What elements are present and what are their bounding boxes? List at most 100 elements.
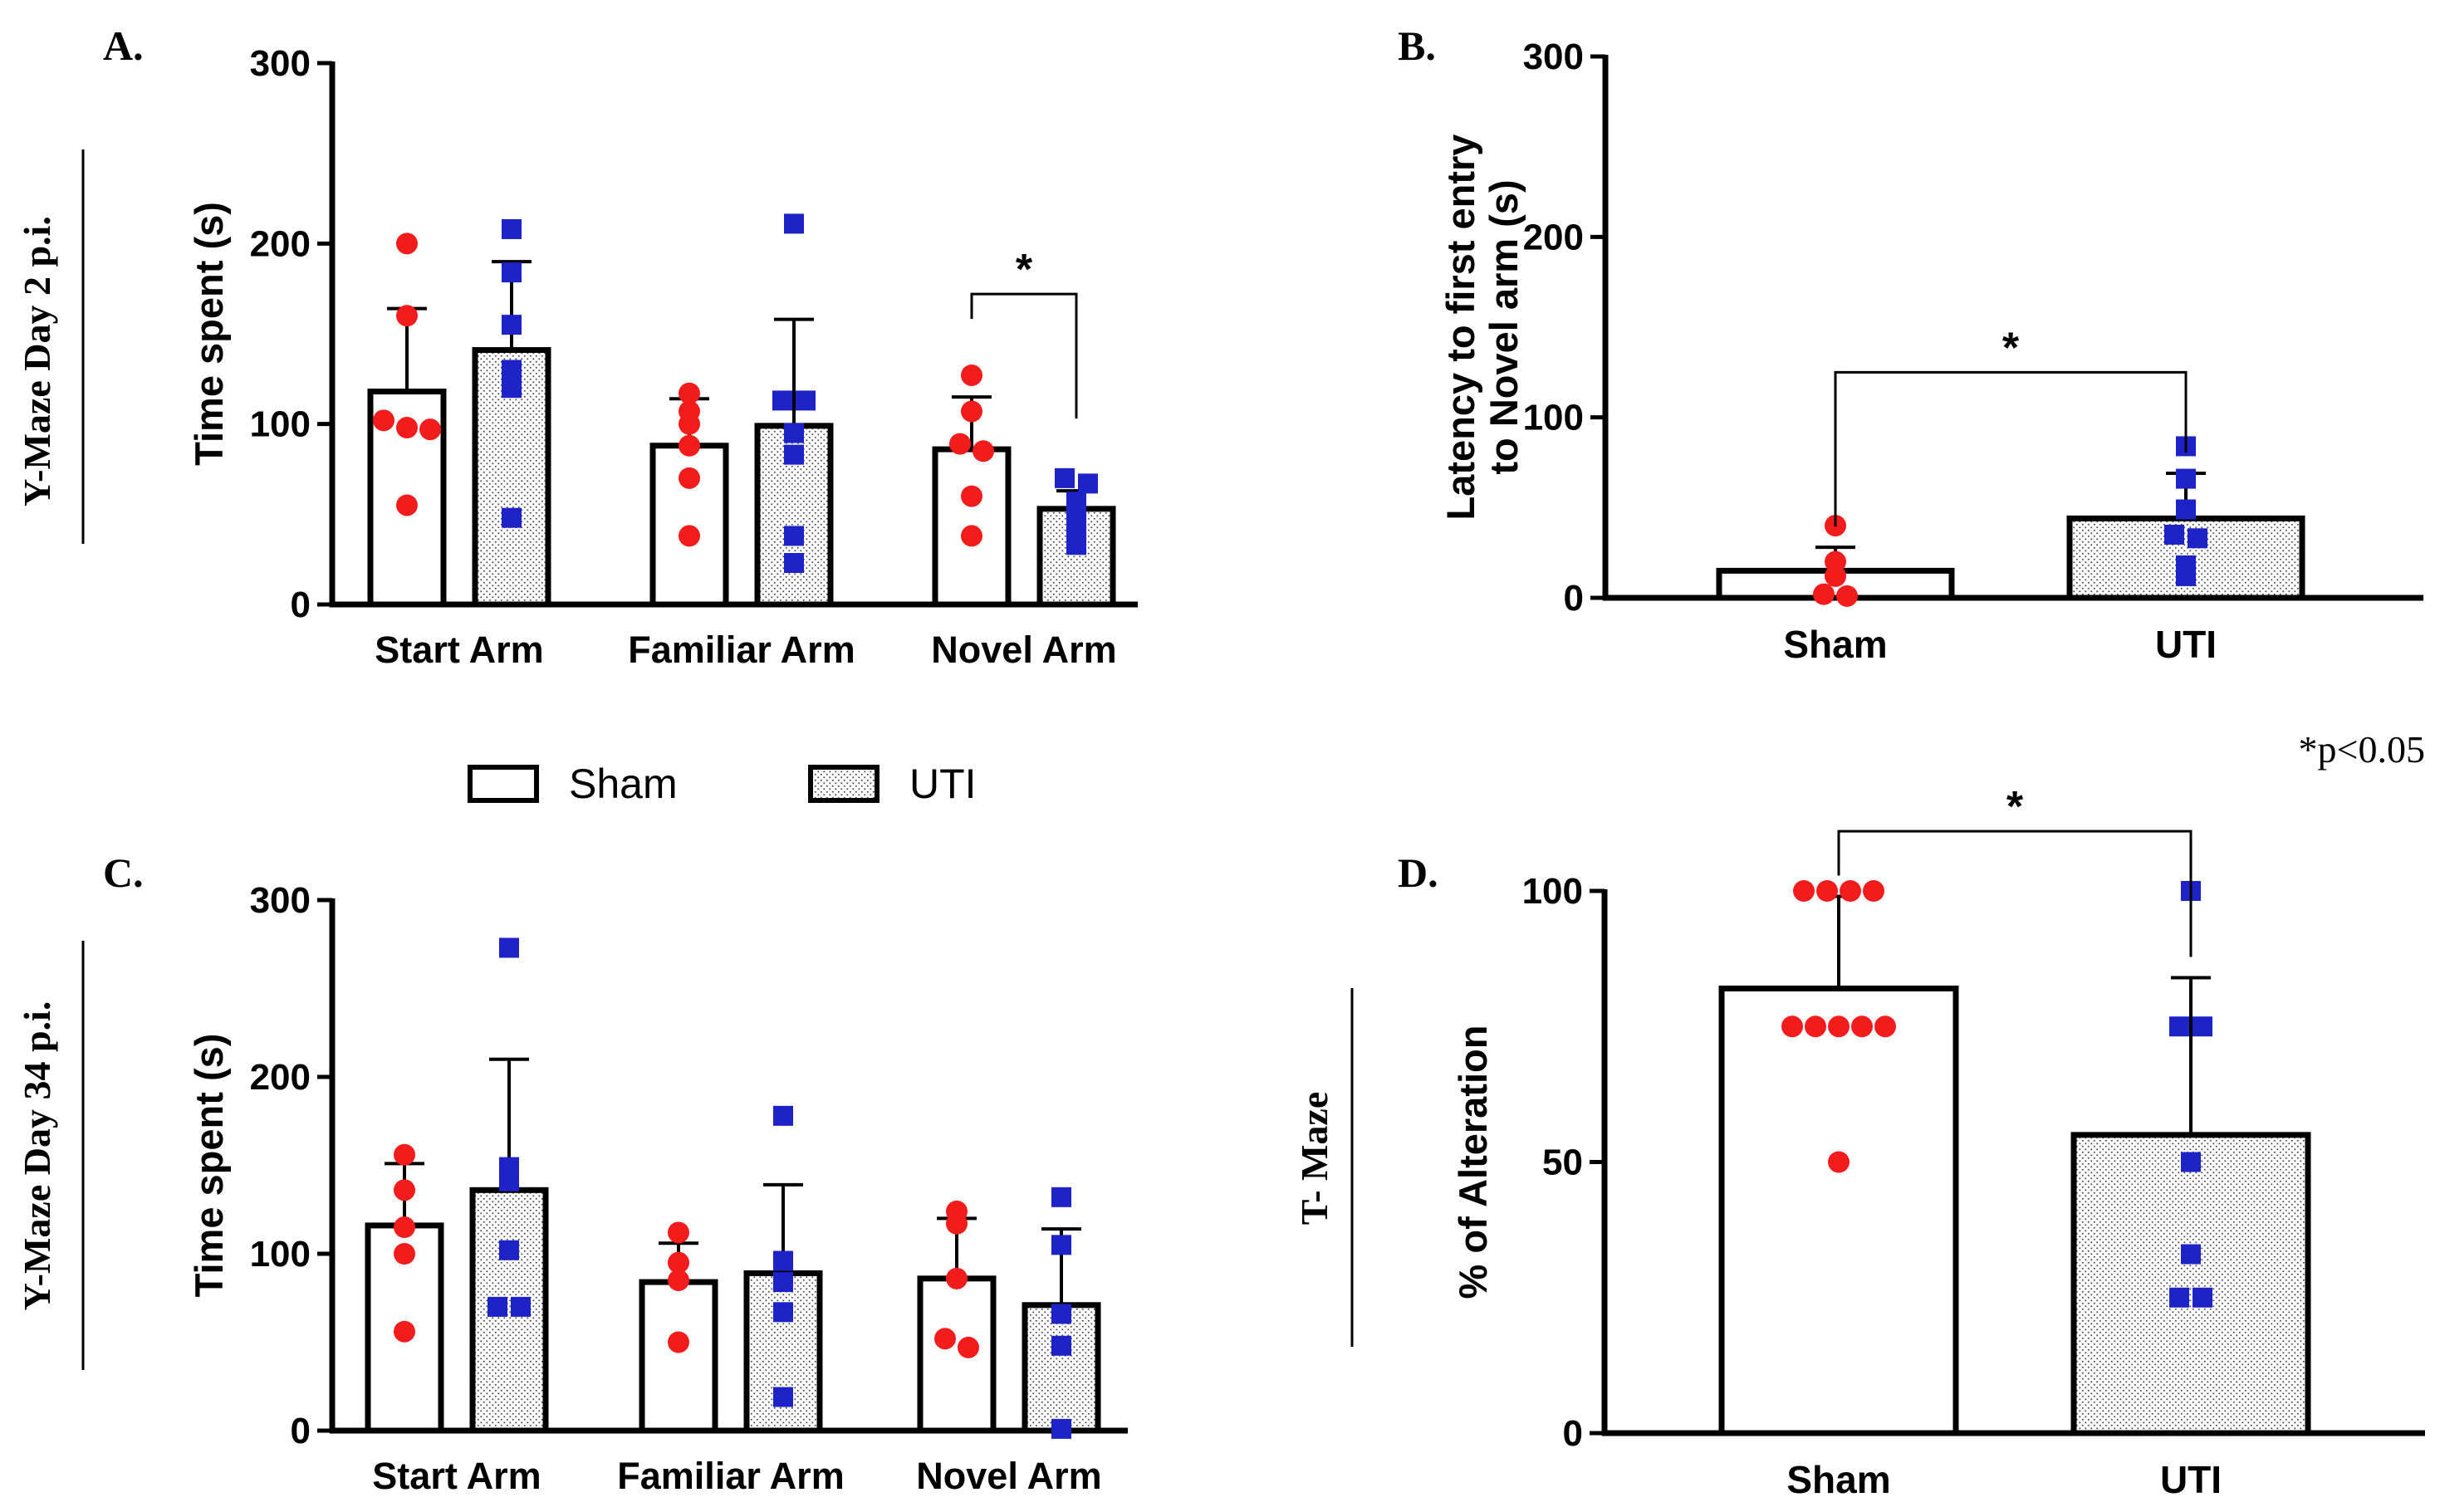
point-sham	[946, 1267, 968, 1289]
point-uti	[784, 423, 804, 443]
point-sham	[961, 485, 982, 507]
point-uti	[2193, 1016, 2212, 1037]
chart-panel-d: 0 50 100 % of Alteration Sham UTI *	[1451, 783, 2425, 1501]
legend-label-uti: UTI	[909, 761, 977, 807]
point-sham	[679, 525, 700, 547]
point-sham	[1863, 880, 1884, 902]
point-sham	[679, 467, 700, 489]
point-uti	[511, 1296, 531, 1317]
y-tick-label: 0	[1564, 578, 1584, 619]
point-sham	[396, 305, 418, 327]
chart-panel-a: 0 100 200 300 Time spent (s) Start Arm Familia…	[187, 43, 1138, 671]
side-label-day34: Y-Maze Day 34 p.i.	[16, 1001, 58, 1311]
bar-sham	[917, 1275, 997, 1434]
point-sham	[419, 418, 441, 441]
point-uti	[2181, 1244, 2201, 1265]
point-sham	[1781, 1015, 1803, 1038]
side-label-tmaze: T- Maze	[1293, 1092, 1335, 1226]
point-sham	[668, 1269, 689, 1291]
point-sham	[1874, 1015, 1896, 1038]
point-uti	[502, 360, 522, 380]
bar-uti	[743, 1270, 823, 1434]
point-uti	[2181, 1152, 2201, 1172]
x-tick-label: Familiar Arm	[628, 629, 855, 671]
point-uti	[1051, 1335, 1071, 1356]
bar-uti	[472, 347, 551, 608]
panel-label-c: C.	[103, 849, 144, 896]
point-sham	[973, 440, 994, 462]
point-uti	[2176, 565, 2196, 586]
point-uti	[2176, 499, 2196, 520]
x-tick-label: UTI	[2155, 623, 2217, 666]
significance-bracket	[970, 292, 1078, 419]
bar-uti	[2070, 1132, 2311, 1436]
point-uti	[1078, 473, 1098, 494]
legend-swatch-sham	[468, 765, 539, 803]
point-sham	[946, 1212, 968, 1235]
point-uti	[773, 1272, 793, 1293]
point-uti	[773, 1105, 793, 1126]
panel-label-b: B.	[1398, 22, 1436, 69]
point-uti	[2176, 468, 2196, 489]
y-tick-label: 200	[250, 1057, 311, 1098]
y-axis-title: Time spent (s)	[187, 202, 231, 466]
point-sham	[373, 409, 394, 432]
y-axis-title: Time spent (s)	[187, 1034, 231, 1298]
point-sham	[394, 1179, 415, 1201]
point-sham	[679, 382, 700, 404]
y-tick-label: 100	[1522, 871, 1583, 912]
bar-uti	[1022, 1302, 1101, 1434]
point-uti	[773, 1302, 793, 1323]
y-axis-title: Latency to first entry	[1438, 135, 1482, 521]
significance-star: *	[1016, 246, 1033, 294]
point-uti	[1055, 467, 1075, 488]
y-tick-label: 0	[291, 585, 311, 625]
point-uti	[2188, 528, 2207, 549]
point-sham	[679, 413, 700, 435]
point-uti	[502, 218, 522, 239]
point-sham	[1793, 880, 1815, 902]
point-sham	[1828, 1015, 1850, 1038]
point-sham	[396, 494, 418, 516]
significance-bracket	[1837, 829, 2193, 957]
y-tick-label: 100	[250, 404, 311, 445]
point-sham	[961, 364, 982, 386]
bar-sham	[1718, 986, 1959, 1436]
point-sham	[668, 1221, 689, 1244]
y-tick-label: 200	[1523, 217, 1584, 257]
point-uti	[502, 315, 522, 335]
y-tick-label: 300	[250, 43, 311, 84]
point-uti	[772, 390, 792, 411]
point-sham	[394, 1243, 415, 1265]
chart-panel-b: 0 100 200 300 Latency to first entry to Novel…	[1438, 37, 2423, 666]
point-sham	[1805, 1015, 1826, 1038]
point-sham	[394, 1143, 415, 1166]
point-sham	[1851, 1015, 1873, 1038]
point-sham	[1825, 565, 1846, 587]
x-tick-label: Novel Arm	[931, 629, 1116, 671]
point-sham	[668, 1331, 689, 1353]
x-tick-label: Start Arm	[375, 629, 543, 671]
y-tick-label: 200	[250, 223, 311, 264]
y-tick-label: 50	[1542, 1143, 1583, 1183]
point-sham	[394, 1320, 415, 1343]
y-tick-label: 100	[1523, 398, 1584, 438]
y-tick-label: 0	[1563, 1413, 1583, 1454]
point-uti	[784, 526, 804, 546]
point-sham	[958, 1336, 979, 1358]
point-uti	[1066, 516, 1086, 537]
point-sham	[394, 1216, 415, 1239]
point-uti	[796, 390, 816, 411]
point-uti	[499, 1240, 519, 1260]
y-axis-title: to Novel arm (s)	[1482, 179, 1526, 474]
point-uti	[784, 444, 804, 465]
significance-star: *	[2002, 324, 2020, 372]
x-tick-label: Start Arm	[372, 1455, 541, 1497]
point-uti	[2164, 524, 2184, 545]
x-tick-label: Sham	[1786, 1458, 1890, 1501]
side-label-day2: Y-Maze Day 2 p.i.	[16, 216, 58, 506]
y-tick-label: 300	[1523, 37, 1584, 77]
y-tick-label: 300	[250, 880, 311, 921]
chart-panel-c: 0 100 200 300 Time spent (s) Start Arm Familia…	[187, 880, 1128, 1497]
